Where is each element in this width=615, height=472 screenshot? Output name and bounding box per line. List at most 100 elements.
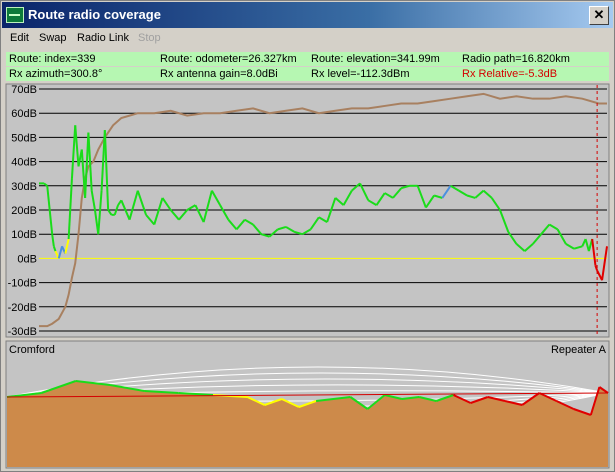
signal-segment	[202, 190, 213, 223]
profile-signal-segment	[366, 394, 386, 410]
rx-azimuth-label: Rx azimuth=300.8°	[6, 67, 157, 81]
signal-segment	[326, 197, 337, 223]
signal-segment	[596, 270, 603, 281]
signal-segment	[507, 231, 518, 245]
signal-segment	[441, 185, 452, 199]
signal-segment	[425, 194, 435, 209]
profile-signal-segment	[470, 396, 489, 404]
signal-segment	[584, 238, 590, 252]
signal-segment	[556, 228, 567, 245]
signal-segment	[107, 209, 113, 216]
signal-segment	[260, 233, 270, 238]
signal-segment	[70, 125, 77, 179]
signal-segment	[113, 204, 119, 216]
rx-antenna-gain-label: Rx antenna gain=8.0dBi	[157, 67, 308, 81]
profile-signal-segment	[75, 380, 111, 386]
signal-segment	[145, 214, 156, 226]
signal-segment	[51, 234, 55, 247]
signal-segment	[128, 190, 139, 220]
signal-segment	[392, 187, 402, 199]
profile-signal-segment	[178, 392, 214, 396]
profile-signal-segment	[401, 396, 420, 400]
signal-segment	[490, 197, 501, 211]
profile-signal-segment	[144, 390, 179, 394]
app-icon	[6, 7, 24, 23]
signal-segment	[342, 190, 353, 206]
signal-segment	[433, 194, 443, 199]
menu-radio-link[interactable]: Radio Link	[77, 32, 129, 44]
y-tick-label: -20dB	[8, 302, 37, 314]
signal-segment	[309, 216, 320, 230]
signal-segment	[194, 204, 205, 223]
signal-segment	[334, 197, 345, 206]
signal-segment	[482, 189, 493, 199]
signal-segment	[227, 219, 238, 231]
route-index-label: Route: index=339	[6, 52, 157, 66]
signal-segment	[450, 184, 460, 192]
signal-segment	[359, 182, 370, 201]
signal-segment	[136, 190, 147, 216]
profile-signal-segment	[281, 398, 300, 408]
signal-segment	[293, 230, 303, 236]
profile-signal-segment	[384, 394, 403, 400]
signal-segment	[186, 204, 196, 211]
signal-segment	[84, 132, 90, 198]
signal-segment	[499, 209, 510, 233]
signal-segment	[161, 197, 172, 211]
profile-signal-segment	[538, 392, 557, 402]
signal-segment	[67, 178, 73, 240]
rx-relative-label: Rx Relative=-5.3dB	[459, 67, 609, 81]
signal-segment	[97, 190, 103, 235]
y-tick-label: -30dB	[8, 326, 37, 338]
signal-segment	[400, 184, 410, 190]
elevation-series	[39, 92, 607, 328]
profile-signal-segment	[573, 408, 592, 416]
profile-signal-segment	[298, 400, 317, 408]
signal-segment	[46, 185, 54, 235]
route-elevation-label: Route: elevation=341.99m	[308, 52, 459, 66]
signal-segment	[540, 223, 551, 235]
signal-segment	[90, 190, 96, 211]
profile-signal-segment	[589, 386, 601, 416]
signal-segment	[351, 182, 361, 192]
signal-segment	[235, 219, 246, 231]
menu-stop: Stop	[138, 32, 161, 44]
profile-signal-segment	[504, 400, 523, 406]
menu-edit[interactable]: Edit	[10, 32, 29, 44]
y-tick-label: 10dB	[11, 229, 37, 241]
signal-segment	[74, 125, 80, 167]
signal-segment	[87, 132, 93, 191]
route-odometer-label: Route: odometer=26.327km	[157, 52, 308, 66]
signal-segment	[548, 223, 559, 231]
signal-segment	[474, 189, 485, 199]
signal-segment	[318, 216, 328, 223]
y-tick-label: 50dB	[11, 132, 37, 144]
y-tick-label: 60dB	[11, 108, 37, 120]
menu-bar: Edit Swap Radio Link Stop	[2, 29, 613, 49]
signal-segment	[57, 246, 64, 259]
terrain-profile	[7, 381, 608, 467]
y-tick-label: -10dB	[8, 278, 37, 290]
menu-swap[interactable]: Swap	[39, 32, 67, 44]
signal-segment	[375, 192, 386, 206]
close-button[interactable]: ✕	[589, 6, 609, 25]
y-tick-label: 0dB	[17, 253, 37, 265]
signal-segment	[601, 246, 608, 281]
profile-signal-segment	[315, 396, 351, 402]
radio-path-label: Radio path=16.820km	[459, 52, 609, 66]
profile-signal-segment	[6, 392, 42, 398]
profile-signal-segment	[246, 396, 265, 406]
signal-segment	[103, 130, 110, 211]
title-bar[interactable]: Route radio coverage ✕	[2, 2, 613, 28]
signal-segment	[277, 225, 287, 231]
info-panel: Route: index=339 Route: odometer=26.327k…	[6, 52, 609, 82]
signal-segment	[120, 199, 131, 221]
signal-segment	[153, 197, 164, 225]
profile-signal-segment	[349, 396, 369, 410]
profile-left-label: Cromford	[9, 344, 55, 356]
signal-segment	[591, 238, 597, 266]
profile-signal-segment	[264, 398, 283, 406]
profile-signal-segment	[453, 394, 472, 404]
